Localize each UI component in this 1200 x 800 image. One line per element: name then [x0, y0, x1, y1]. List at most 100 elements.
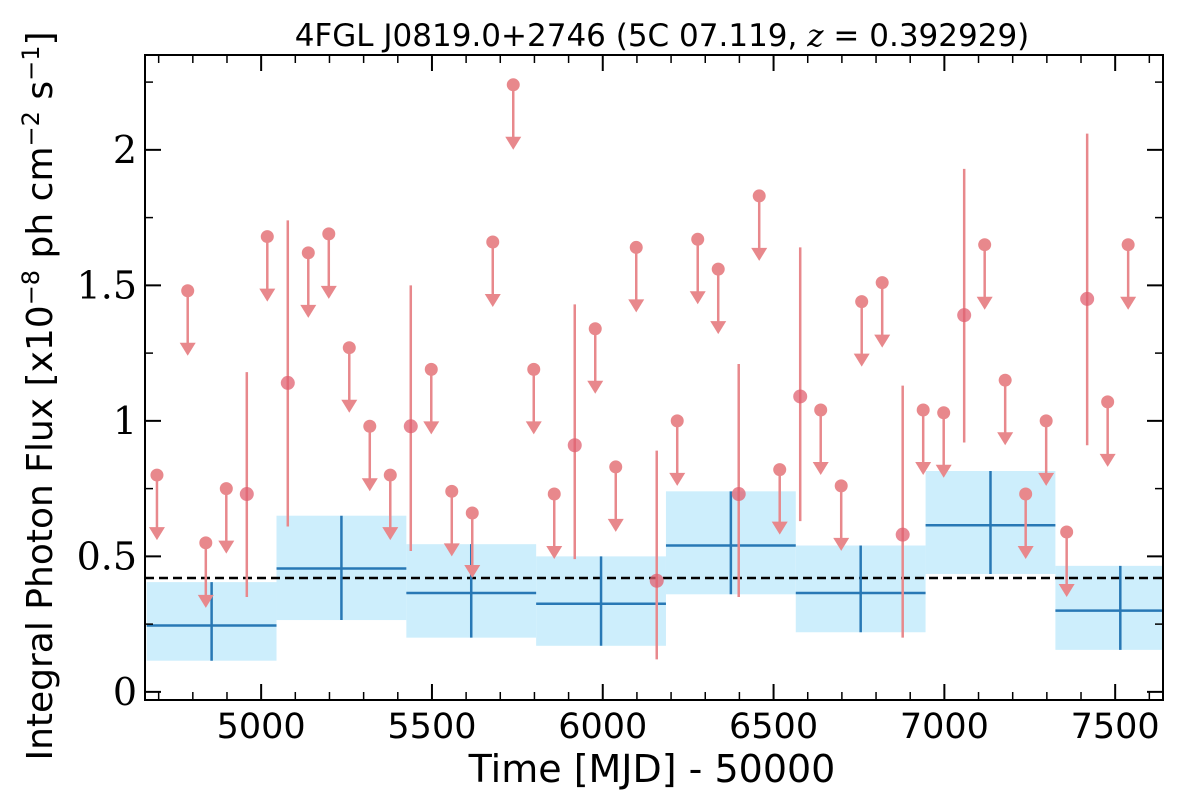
detection-point	[239, 487, 254, 502]
y-axis-label-exponent-1: −8	[17, 270, 45, 305]
upper-limit-point	[998, 373, 1012, 387]
upper-limit-point	[383, 468, 397, 482]
upper-limit-point	[363, 419, 377, 433]
upper-limit-point	[1039, 414, 1053, 428]
upper-limit-arrow-head	[546, 546, 563, 560]
upper-limit-arrow-head	[587, 380, 604, 394]
chart-title: 4FGL J0819.0+2746 (5C 07.119, z = 0.3929…	[295, 18, 1030, 54]
upper-limit-arrow-head	[751, 247, 768, 261]
x-tick-label: 5000	[217, 707, 306, 747]
y-axis-label-exponent-3: −1	[17, 46, 45, 81]
y-axis-label-unit-s: s	[20, 81, 61, 111]
upper-limit-point	[465, 506, 479, 520]
plot-area	[145, 78, 1163, 661]
upper-limit-arrow-head	[689, 291, 706, 305]
plot-content	[145, 78, 1163, 661]
upper-limit-point	[1101, 395, 1115, 409]
upper-limit-arrow-head	[997, 432, 1014, 446]
upper-limit-arrow-head	[197, 594, 214, 608]
bin-uncertainty-box	[1055, 565, 1163, 650]
detection-point	[793, 389, 808, 404]
upper-limit-arrow-head	[935, 464, 952, 478]
detection-point	[567, 438, 582, 453]
upper-limit-point	[322, 227, 336, 241]
y-axis-label: Integral Photon Flux [x10−8 ph cm−2 s−1]	[17, 31, 61, 760]
upper-limit-arrow-head	[628, 299, 645, 313]
upper-limit-arrow-head	[1017, 546, 1034, 560]
upper-limit-point	[773, 463, 787, 477]
upper-limit-point	[527, 362, 541, 376]
upper-limit-point	[506, 78, 520, 92]
upper-limit-arrow-head	[361, 478, 378, 492]
upper-limit-point	[629, 240, 643, 254]
detection-point	[957, 308, 972, 323]
x-tick-label: 7000	[900, 707, 989, 747]
upper-limit-point	[875, 276, 889, 290]
upper-limit-arrow-head	[607, 518, 624, 532]
upper-limit-point	[219, 482, 233, 496]
y-axis-label-main: Integral Photon Flux [x10	[20, 305, 61, 760]
chart-title-redshift-value: = 0.392929)	[824, 18, 1030, 54]
upper-limit-point	[260, 230, 274, 244]
upper-limit-arrow-head	[1099, 453, 1116, 467]
y-axis-label-unit-cm: ph cm	[20, 146, 61, 269]
y-tick-label: 1	[113, 399, 137, 443]
y-tick-label: 0	[113, 670, 137, 714]
upper-limit-arrow-head	[915, 462, 932, 476]
x-tick-label: 7500	[1071, 707, 1160, 747]
upper-limit-arrow-head	[710, 321, 727, 335]
upper-limit-arrow-head	[812, 462, 829, 476]
upper-limit-arrow-head	[218, 540, 235, 554]
upper-limit-arrow-head	[771, 521, 788, 535]
detection-point	[1080, 291, 1095, 306]
detection-point	[280, 375, 295, 390]
upper-limit-arrow-head	[833, 537, 850, 551]
upper-limit-point	[1019, 487, 1033, 501]
y-tick-label: 1.5	[77, 263, 137, 307]
upper-limit-point	[199, 536, 213, 550]
upper-limit-point	[855, 295, 869, 309]
upper-limit-point	[978, 238, 992, 252]
upper-limit-point	[711, 262, 725, 276]
y-axis-label-close: ]	[20, 31, 61, 45]
detection-point	[403, 419, 418, 434]
upper-limit-point	[670, 414, 684, 428]
chart-title-redshift-symbol: z	[806, 18, 824, 54]
upper-limit-point	[301, 246, 315, 260]
upper-limit-point	[150, 468, 164, 482]
x-axis-label: Time [MJD] - 50000	[468, 747, 836, 791]
upper-limit-arrow-head	[464, 565, 481, 579]
upper-limit-point	[691, 232, 705, 246]
upper-limit-arrow-head	[148, 527, 165, 541]
upper-limit-point	[834, 479, 848, 493]
chart-title-main: 4FGL J0819.0+2746 (5C 07.119,	[295, 18, 808, 54]
upper-limit-point	[814, 403, 828, 417]
upper-limit-arrow-head	[1038, 472, 1055, 486]
upper-limit-point	[342, 341, 356, 355]
upper-limit-point	[424, 362, 438, 376]
upper-limit-arrow-head	[976, 296, 993, 310]
y-axis-label-exponent-2: −2	[17, 111, 45, 146]
axes: 5000 5500 6000 6500 7000 7500 0 0.5 1 1.5 2	[77, 54, 1164, 747]
upper-limit-arrow-head	[259, 288, 276, 302]
x-tick-label: 5500	[387, 707, 476, 747]
upper-limit-point	[609, 460, 623, 474]
upper-limit-arrow-head	[874, 334, 891, 348]
upper-limit-point	[588, 322, 602, 336]
upper-limit-point	[1121, 238, 1135, 252]
detection-point	[731, 487, 746, 502]
upper-limit-arrow-head	[1058, 583, 1075, 597]
upper-limit-arrow-head	[505, 136, 522, 150]
x-tick-label: 6500	[729, 707, 818, 747]
upper-limit-point	[547, 487, 561, 501]
upper-limit-arrow-head	[525, 421, 542, 435]
y-tick-label: 0.5	[77, 534, 137, 578]
upper-limit-arrow-head	[300, 304, 317, 318]
upper-limit-point	[181, 284, 195, 298]
upper-limit-arrow-head	[1120, 296, 1137, 310]
upper-limit-arrow-head	[320, 285, 337, 299]
upper-limit-point	[486, 235, 500, 249]
upper-limit-point	[916, 403, 930, 417]
upper-limit-arrow-head	[179, 342, 196, 356]
detection-point	[895, 527, 910, 542]
